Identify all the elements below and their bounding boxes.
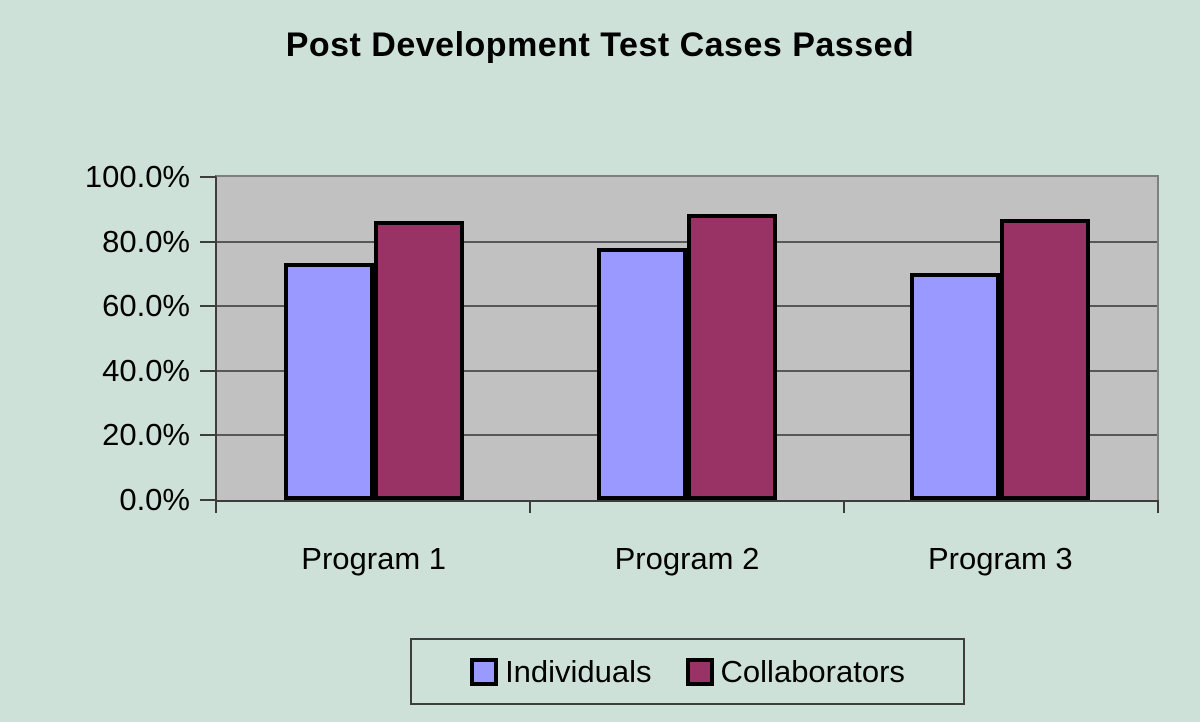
x-axis-label-program-2: Program 2 <box>614 541 760 576</box>
y-tick-0 <box>200 499 215 501</box>
y-axis-label-60: 60.0% <box>102 288 190 324</box>
legend: Individuals Collaborators <box>410 638 965 705</box>
x-tick-3 <box>1157 500 1159 513</box>
legend-item-individuals: Individuals <box>470 653 652 690</box>
y-axis-label-0: 0.0% <box>119 482 190 517</box>
x-tick-2 <box>843 500 845 513</box>
legend-label-individuals: Individuals <box>505 653 652 689</box>
bar-collaborators-program-2 <box>687 213 777 500</box>
y-axis-label-20: 20.0% <box>102 417 190 453</box>
legend-swatch-individuals <box>470 657 499 686</box>
x-axis-label-program-1: Program 1 <box>301 541 447 576</box>
y-axis-label-40: 40.0% <box>102 352 190 388</box>
bar-collaborators-program-1 <box>373 220 464 500</box>
bar-individuals-program-1 <box>283 262 374 500</box>
x-tick-1 <box>529 500 531 513</box>
y-axis-label-100: 100.0% <box>84 159 190 194</box>
bar-individuals-program-3 <box>910 272 1001 500</box>
y-tick-20 <box>200 434 215 437</box>
legend-label-collaborators: Collaborators <box>720 653 905 689</box>
y-axis-label-80: 80.0% <box>102 223 190 259</box>
y-tick-100 <box>200 176 215 178</box>
bar-collaborators-program-3 <box>1000 218 1091 500</box>
y-tick-80 <box>200 240 215 243</box>
x-axis-label-program-3: Program 3 <box>927 541 1073 576</box>
legend-item-collaborators: Collaborators <box>685 653 905 690</box>
bar-individuals-program-2 <box>597 247 687 500</box>
chart-title: Post Development Test Cases Passed <box>285 26 915 64</box>
y-tick-40 <box>200 369 215 372</box>
plot-area <box>215 175 1159 502</box>
x-tick-0 <box>215 500 217 513</box>
y-tick-60 <box>200 305 215 308</box>
legend-swatch-collaborators <box>685 657 714 686</box>
